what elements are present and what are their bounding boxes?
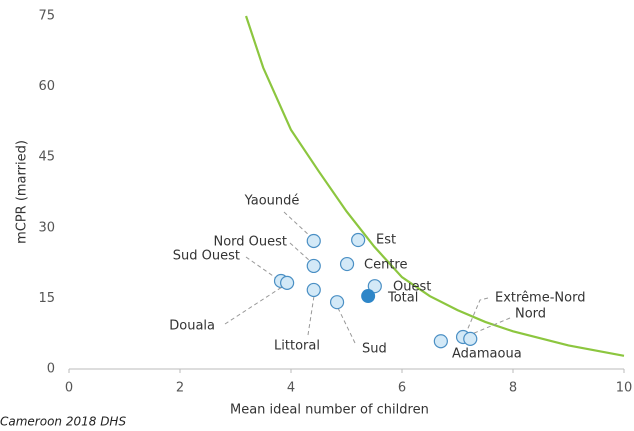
- y-tick-label: 30: [38, 220, 55, 235]
- x-tick-label: 4: [287, 381, 295, 396]
- leader-line: [289, 242, 311, 262]
- source: Cameroon 2018 DHS: [0, 415, 126, 429]
- y-tick-label: 15: [38, 291, 55, 306]
- point-label: Adamaoua: [452, 347, 522, 362]
- x-tick-label: 0: [65, 381, 73, 396]
- leader-line: [471, 317, 511, 335]
- point-label: Nord: [515, 307, 546, 322]
- total-label: Total: [387, 291, 418, 306]
- point-label: Douala: [169, 319, 215, 334]
- leader-line: [307, 295, 315, 336]
- point-label: Nord Ouest: [213, 235, 287, 250]
- point-label: Ouest: [393, 280, 431, 295]
- y-axis-label: mCPR (married): [15, 140, 30, 244]
- point-label: Sud: [362, 342, 387, 357]
- point-label: Sud Ouest: [173, 249, 240, 264]
- point-label: Est: [376, 233, 396, 248]
- point-label: Littoral: [274, 339, 320, 354]
- point: [367, 279, 382, 294]
- point: [351, 232, 366, 248]
- x-tick-label: 6: [398, 381, 406, 396]
- fitted-curve: [245, 15, 625, 357]
- y-tick-label: 75: [38, 9, 55, 24]
- total-point: [361, 289, 376, 304]
- leader-line: [245, 256, 277, 279]
- point: [433, 334, 448, 349]
- point: [339, 256, 355, 272]
- leader-line: [337, 307, 356, 344]
- point: [463, 331, 478, 346]
- x-tick-label: 8: [509, 381, 517, 396]
- y-tick-label: 0: [47, 362, 55, 377]
- point-label: Centre: [364, 258, 407, 273]
- point: [306, 233, 321, 249]
- x-axis-label: Mean ideal number of children: [230, 403, 429, 418]
- leader-line: [224, 286, 283, 325]
- point: [329, 295, 345, 310]
- leader-line: [283, 211, 311, 237]
- x-tick-label: 2: [176, 381, 184, 396]
- point: [306, 258, 321, 274]
- point-label: Extrême-Nord: [495, 291, 585, 306]
- y-tick-label: 45: [38, 150, 55, 165]
- leader-line: [465, 297, 489, 334]
- point: [280, 275, 295, 290]
- point-label: Yaoundé: [244, 194, 300, 209]
- y-tick-label: 60: [38, 79, 55, 94]
- x-tick-label: 10: [616, 381, 633, 396]
- point: [306, 282, 321, 298]
